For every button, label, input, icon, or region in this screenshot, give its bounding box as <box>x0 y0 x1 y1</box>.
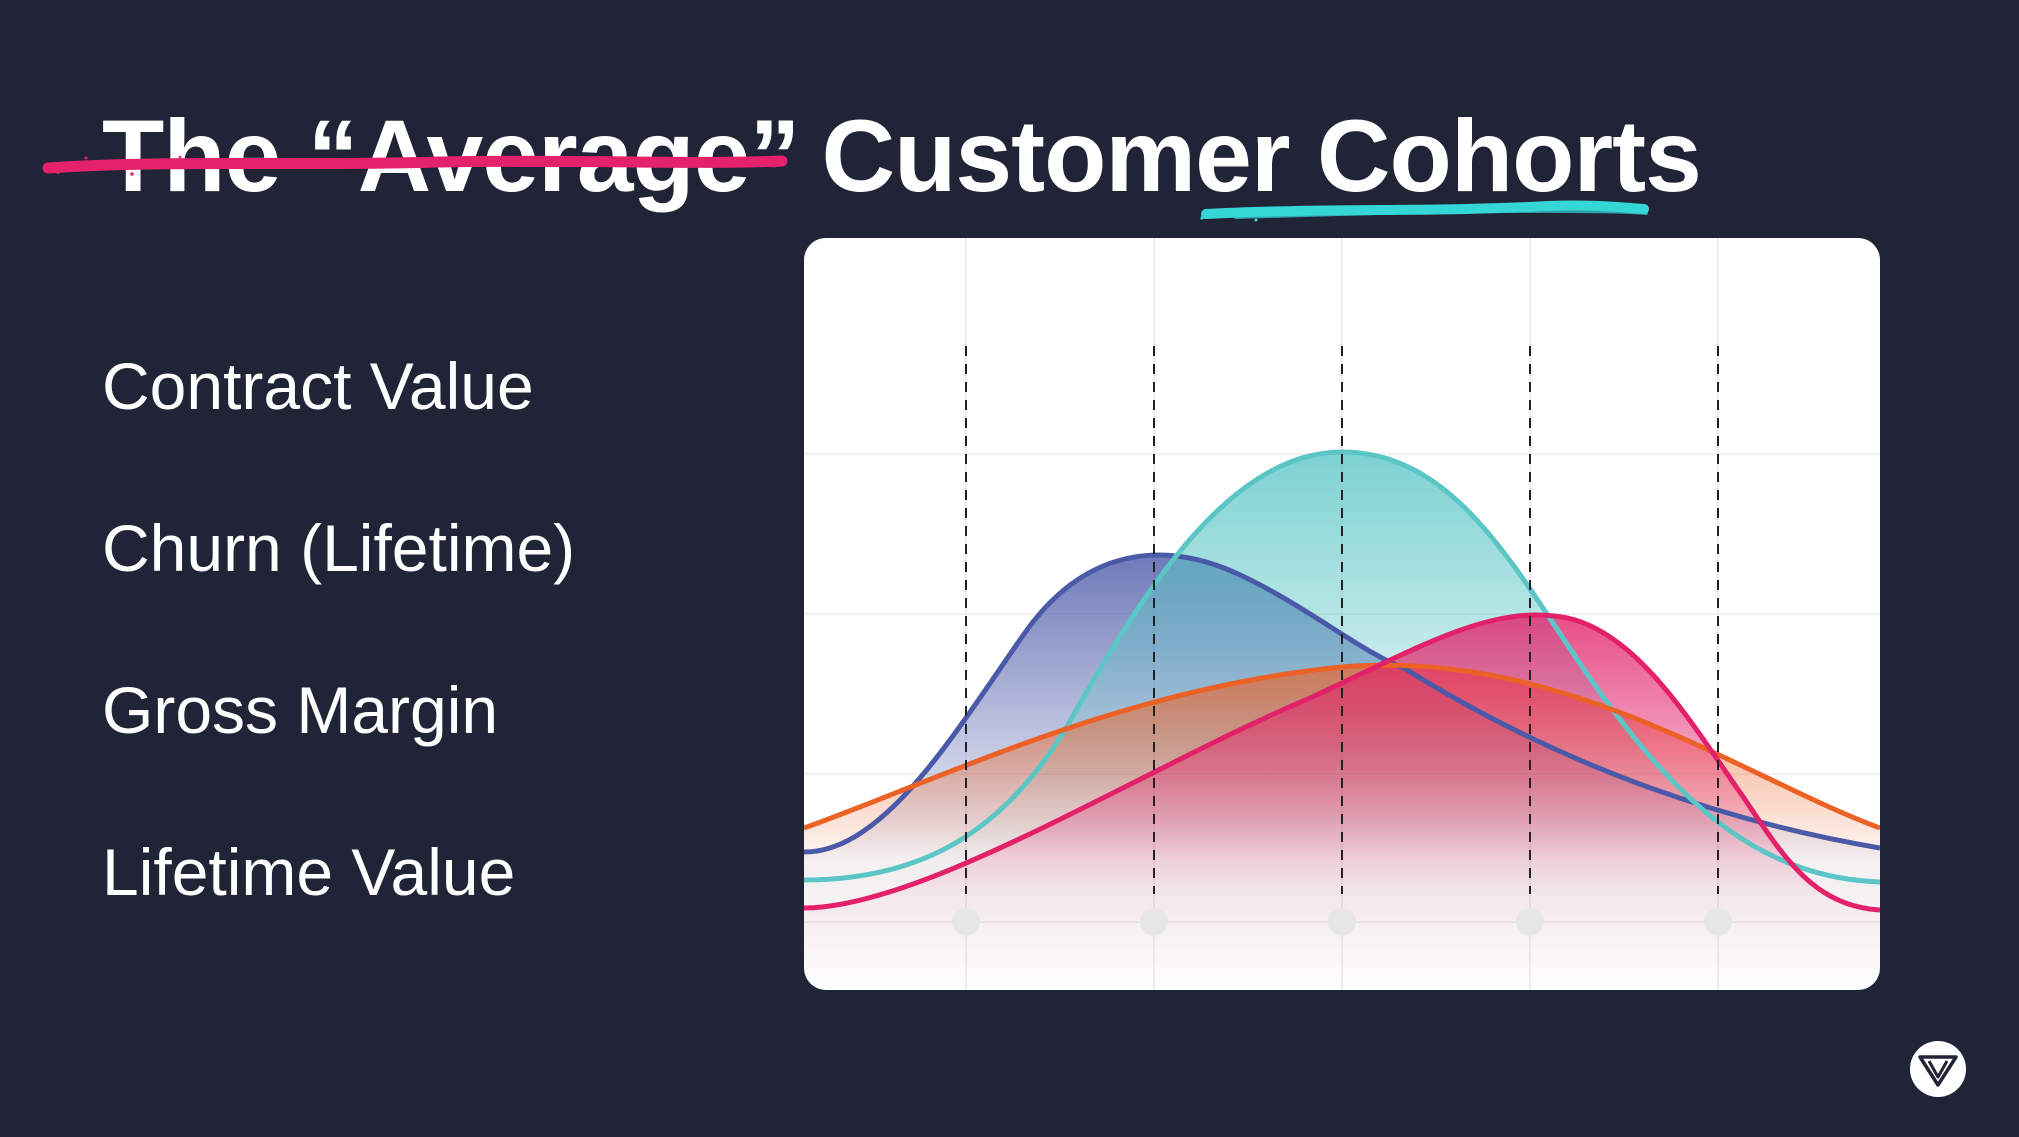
strikethrough-brush <box>42 155 788 176</box>
underline-brush <box>1200 200 1649 222</box>
navy-curve <box>804 552 1880 855</box>
title-main-text: Customer Cohorts <box>821 99 1701 213</box>
axis-markers <box>952 908 1732 936</box>
metric-churn-lifetime: Churn (Lifetime) <box>102 511 576 585</box>
dashed-guide-lines <box>965 346 1719 894</box>
metric-gross-margin: Gross Margin <box>102 673 499 747</box>
metric-lifetime-value: Lifetime Value <box>102 835 516 909</box>
pink-curve <box>804 612 1880 913</box>
metric-contract-value: Contract Value <box>102 349 534 423</box>
slide-title: The “Average” Customer Cohorts <box>102 96 1702 216</box>
distribution-chart <box>804 238 1880 990</box>
distribution-chart-card <box>804 238 1880 990</box>
orange-curve <box>804 662 1880 831</box>
v-logo-icon <box>1910 1041 1966 1097</box>
teal-curve <box>804 449 1880 885</box>
title-struck-text: The “Average” <box>102 99 800 213</box>
